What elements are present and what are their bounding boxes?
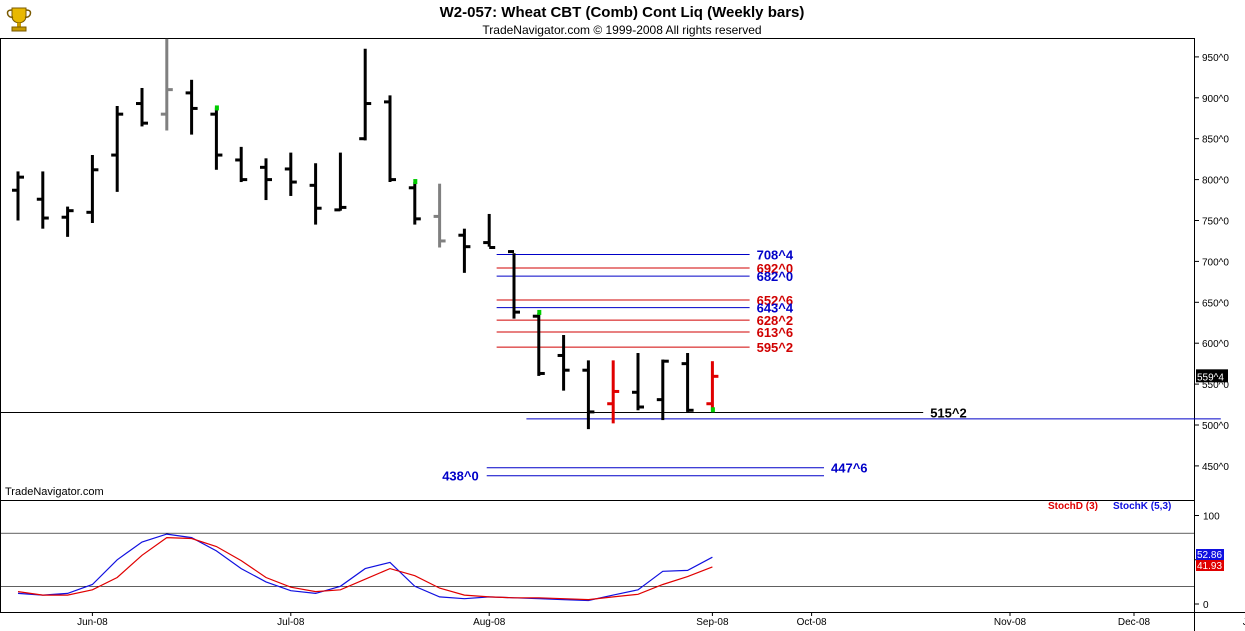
time-tick-label: Jan-09 bbox=[1243, 617, 1245, 628]
level-label: 515^2 bbox=[930, 406, 967, 421]
price-tick-label: 450^0 bbox=[1202, 462, 1229, 473]
ohlc-bar bbox=[582, 360, 595, 430]
ohlc-bar bbox=[235, 146, 248, 183]
level-label: 595^2 bbox=[757, 340, 794, 355]
time-tick-label: Sep-08 bbox=[696, 617, 729, 628]
price-tick-label: 800^0 bbox=[1202, 176, 1229, 187]
ohlc-bar bbox=[458, 228, 471, 273]
ohlc-bar bbox=[309, 163, 322, 225]
ohlc-bar bbox=[632, 353, 644, 411]
ohlc-bar bbox=[408, 179, 421, 225]
ohlc-bar bbox=[12, 171, 24, 221]
ohlc-bar bbox=[433, 183, 446, 248]
signal-marker bbox=[537, 309, 542, 315]
stoch-series-line bbox=[17, 536, 713, 601]
time-tick-label: Jul-08 bbox=[277, 617, 305, 628]
ohlc-bar bbox=[483, 213, 496, 249]
ohlc-bar bbox=[136, 87, 148, 127]
watermark-text: TradeNavigator.com bbox=[5, 486, 104, 498]
level-label: 447^6 bbox=[831, 461, 868, 476]
time-tick-label: Jun-08 bbox=[77, 617, 108, 628]
price-axis: 950^0 900^0 850^0 800^0 750^0 700^0 650^0 600^0… bbox=[1194, 53, 1229, 473]
ohlc-bar bbox=[86, 155, 99, 223]
level-label: 643^4 bbox=[757, 301, 794, 316]
ohlc-bar bbox=[706, 361, 719, 413]
price-tick-label: 600^0 bbox=[1202, 339, 1229, 350]
level-label: 652^6 bbox=[757, 293, 794, 308]
stoch-legend-k: StochK (5,3) bbox=[1113, 501, 1171, 512]
ohlc-bar bbox=[681, 353, 694, 412]
stoch-value-badge bbox=[1196, 549, 1224, 560]
stoch-tick-label: 100 bbox=[1203, 512, 1220, 523]
ohlc-bar bbox=[210, 105, 223, 170]
ohlc-bar bbox=[284, 152, 297, 196]
price-tick-label: 650^0 bbox=[1202, 298, 1229, 309]
stoch-value-badge bbox=[1196, 560, 1224, 571]
stoch-value-label: 41.93 bbox=[1197, 561, 1222, 572]
level-label: 682^0 bbox=[757, 269, 794, 284]
ohlc-bar bbox=[557, 335, 570, 391]
chart-title: W2-057: Wheat CBT (Comb) Cont Liq (Weekl… bbox=[440, 4, 805, 21]
price-bars bbox=[12, 38, 719, 430]
ohlc-bar bbox=[334, 152, 347, 212]
ohlc-bar bbox=[111, 105, 124, 192]
ohlc-bar bbox=[532, 309, 545, 376]
time-tick-label: Nov-08 bbox=[994, 617, 1027, 628]
price-tick-label: 550^0 bbox=[1202, 380, 1229, 391]
ohlc-bar bbox=[508, 250, 520, 319]
ohlc-bar bbox=[607, 360, 620, 424]
level-label: 692^0 bbox=[757, 261, 794, 276]
price-tick-label: 750^0 bbox=[1202, 217, 1229, 228]
price-tick-label: 850^0 bbox=[1202, 135, 1229, 146]
last-price-badge bbox=[1196, 369, 1228, 383]
price-tick-label: 700^0 bbox=[1202, 257, 1229, 268]
signal-marker bbox=[413, 179, 418, 185]
stoch-legend-d: StochD (3) bbox=[1048, 501, 1098, 512]
stoch-tick-label: 0 bbox=[1203, 600, 1209, 611]
price-tick-label: 950^0 bbox=[1202, 53, 1229, 64]
signal-marker bbox=[710, 407, 715, 413]
last-price-label: 559^4 bbox=[1197, 372, 1224, 383]
ohlc-bar bbox=[61, 206, 74, 237]
chart-subtitle: TradeNavigator.com © 1999-2008 All right… bbox=[482, 23, 761, 37]
ohlc-bar bbox=[36, 171, 49, 229]
ohlc-bar bbox=[260, 158, 272, 201]
time-tick-label: Oct-08 bbox=[797, 617, 827, 628]
time-axis: Jun-08 Jul-08 Aug-08 Sep-08 Oct-08 Nov-08 Dec-… bbox=[77, 612, 1245, 628]
time-tick-label: Aug-08 bbox=[473, 617, 506, 628]
trophy-icon bbox=[6, 7, 32, 32]
stoch-value-label: 52.86 bbox=[1197, 550, 1222, 561]
price-tick-label: 900^0 bbox=[1202, 94, 1229, 105]
time-tick-label: Dec-08 bbox=[1118, 617, 1151, 628]
level-label: 628^2 bbox=[757, 313, 794, 328]
level-label: 613^6 bbox=[757, 325, 794, 340]
level-label: 438^0 bbox=[442, 469, 479, 484]
ohlc-bar bbox=[656, 359, 669, 421]
ohlc-bar bbox=[359, 48, 372, 141]
signal-marker bbox=[214, 105, 219, 111]
price-tick-label: 500^0 bbox=[1202, 421, 1229, 432]
ohlc-bar bbox=[160, 38, 173, 131]
ohlc-bar bbox=[185, 79, 198, 135]
level-label: 708^4 bbox=[757, 247, 794, 262]
ohlc-bar bbox=[384, 95, 396, 183]
